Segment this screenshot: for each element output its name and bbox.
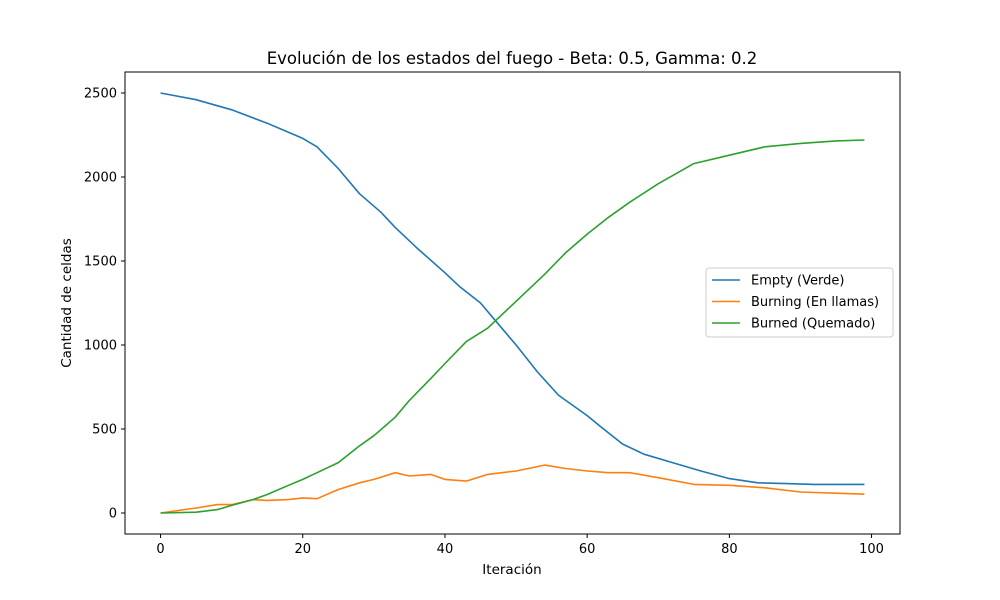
x-tick-label: 20 — [294, 542, 311, 557]
series-layer — [160, 92, 865, 514]
x-tick-label: 80 — [721, 542, 738, 557]
series-line-2 — [160, 139, 865, 514]
series-line-0 — [160, 92, 865, 486]
x-axis-label: Iteración — [482, 562, 541, 578]
x-axis-ticks: 0 20 40 60 80 100 — [156, 534, 884, 557]
x-tick-label: 60 — [579, 542, 596, 557]
x-tick-label: 40 — [437, 542, 454, 557]
y-tick-label: 1000 — [84, 339, 117, 354]
y-tick-label: 500 — [92, 423, 117, 438]
legend-label-2: Burned (Quemado) — [751, 317, 875, 332]
series-line-1 — [160, 464, 865, 514]
legend: Empty (Verde) Burning (En llamas) Burned (… — [705, 267, 894, 338]
x-tick-label: 0 — [156, 542, 164, 557]
plot-area-frame — [124, 71, 901, 535]
y-tick-label: 0 — [109, 507, 117, 522]
legend-label-0: Empty (Verde) — [751, 274, 844, 289]
y-tick-label: 2500 — [84, 87, 117, 102]
legend-label-1: Burning (En llamas) — [751, 295, 879, 310]
y-axis-ticks: 0 500 1000 1500 2000 2500 — [84, 87, 125, 522]
y-tick-label: 2000 — [84, 171, 117, 186]
legend-frame — [705, 267, 894, 338]
y-tick-label: 1500 — [84, 255, 117, 270]
chart-title: Evolución de los estados del fuego - Bet… — [267, 49, 758, 68]
y-axis-label: Cantidad de celdas — [59, 238, 75, 368]
x-tick-label: 100 — [859, 542, 884, 557]
